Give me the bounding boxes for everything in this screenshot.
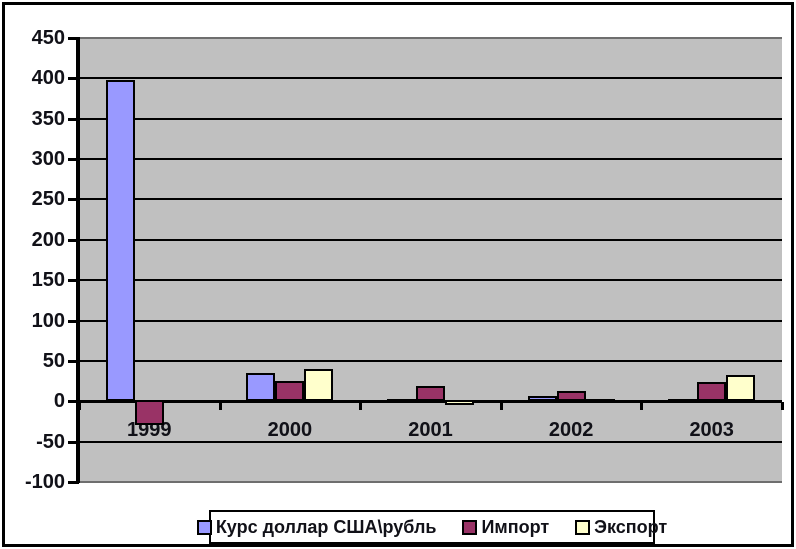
bar-series2-1999 bbox=[134, 400, 164, 426]
bar-series2-2002 bbox=[556, 390, 586, 402]
x-axis-tick bbox=[78, 402, 81, 411]
y-axis-tick bbox=[68, 400, 79, 404]
y-axis-line bbox=[76, 37, 80, 483]
gridline-200 bbox=[79, 238, 782, 241]
legend-label: Импорт bbox=[481, 516, 550, 537]
bar-series2-2001 bbox=[416, 385, 445, 402]
y-axis-label: 350 bbox=[31, 107, 65, 130]
bar-series1-2001 bbox=[387, 398, 416, 403]
legend-swatch-icon bbox=[575, 519, 591, 535]
bar-series1-2002 bbox=[527, 396, 557, 402]
y-axis-tick bbox=[68, 359, 79, 363]
y-axis-tick bbox=[68, 319, 79, 323]
y-axis-tick bbox=[68, 158, 79, 162]
gridline-450 bbox=[79, 37, 782, 39]
legend-swatch-icon bbox=[462, 519, 478, 535]
y-axis-tick bbox=[68, 77, 79, 81]
y-axis-label: -50 bbox=[36, 430, 65, 453]
legend-label: Курс доллар США\рубль bbox=[215, 516, 437, 537]
bar-series3-2002 bbox=[585, 399, 615, 404]
y-axis-label: 100 bbox=[31, 309, 65, 332]
gridline-400 bbox=[79, 77, 782, 80]
gridline-300 bbox=[79, 158, 782, 161]
x-axis-tick bbox=[359, 402, 363, 411]
y-axis-label: 450 bbox=[31, 27, 65, 49]
bar-series1-1999 bbox=[105, 79, 135, 402]
x-axis-tick bbox=[499, 402, 503, 411]
x-axis-label: 2001 bbox=[408, 419, 453, 442]
y-axis-tick bbox=[68, 238, 79, 242]
gridline--50 bbox=[79, 440, 782, 443]
legend-label: Экспорт bbox=[594, 516, 668, 537]
chart-legend: Курс доллар США\рубль Импорт Экспорт bbox=[196, 510, 667, 544]
y-axis-tick bbox=[68, 37, 79, 40]
x-axis-tick bbox=[218, 402, 222, 411]
y-axis-label: 50 bbox=[42, 349, 65, 372]
y-axis-label: 250 bbox=[31, 188, 65, 211]
gridline-100 bbox=[79, 319, 782, 322]
x-axis-label: 2003 bbox=[689, 419, 734, 442]
y-axis-label: 300 bbox=[31, 148, 65, 171]
legend-item-3: Экспорт bbox=[575, 517, 667, 538]
bar-series2-2000 bbox=[275, 381, 305, 402]
y-axis-tick bbox=[68, 440, 79, 444]
gridline-150 bbox=[79, 279, 782, 282]
y-axis-tick bbox=[68, 279, 79, 283]
x-axis-line bbox=[79, 400, 782, 404]
y-axis-label: 150 bbox=[31, 269, 65, 292]
bar-series2-2003 bbox=[697, 381, 727, 402]
bar-series1-2000 bbox=[246, 373, 276, 402]
plot-area bbox=[79, 38, 782, 482]
y-axis-label: 200 bbox=[31, 228, 65, 251]
gridline-50 bbox=[79, 359, 782, 362]
legend-item-1: Курс доллар США\рубль bbox=[196, 516, 437, 538]
x-axis-tick bbox=[781, 402, 784, 411]
y-axis-label: -100 bbox=[24, 471, 65, 493]
legend-swatch-icon bbox=[196, 519, 212, 535]
y-axis-tick bbox=[68, 198, 79, 202]
x-axis-tick bbox=[640, 402, 644, 411]
gridline-350 bbox=[79, 117, 782, 120]
bar-series3-2003 bbox=[726, 374, 756, 402]
bar-series3-2001 bbox=[445, 400, 474, 406]
x-axis-label: 2000 bbox=[267, 419, 313, 442]
y-axis-label: 400 bbox=[31, 67, 65, 90]
y-axis-label: 0 bbox=[53, 390, 65, 413]
bar-series1-2003 bbox=[668, 398, 698, 403]
bar-series3-2000 bbox=[304, 368, 334, 402]
gridline-250 bbox=[79, 198, 782, 201]
gridline--100 bbox=[79, 481, 782, 483]
y-axis-tick bbox=[68, 481, 79, 484]
x-axis-label: 2002 bbox=[548, 419, 594, 442]
y-axis-tick bbox=[68, 117, 79, 121]
legend-item-2: Импорт bbox=[462, 517, 549, 538]
